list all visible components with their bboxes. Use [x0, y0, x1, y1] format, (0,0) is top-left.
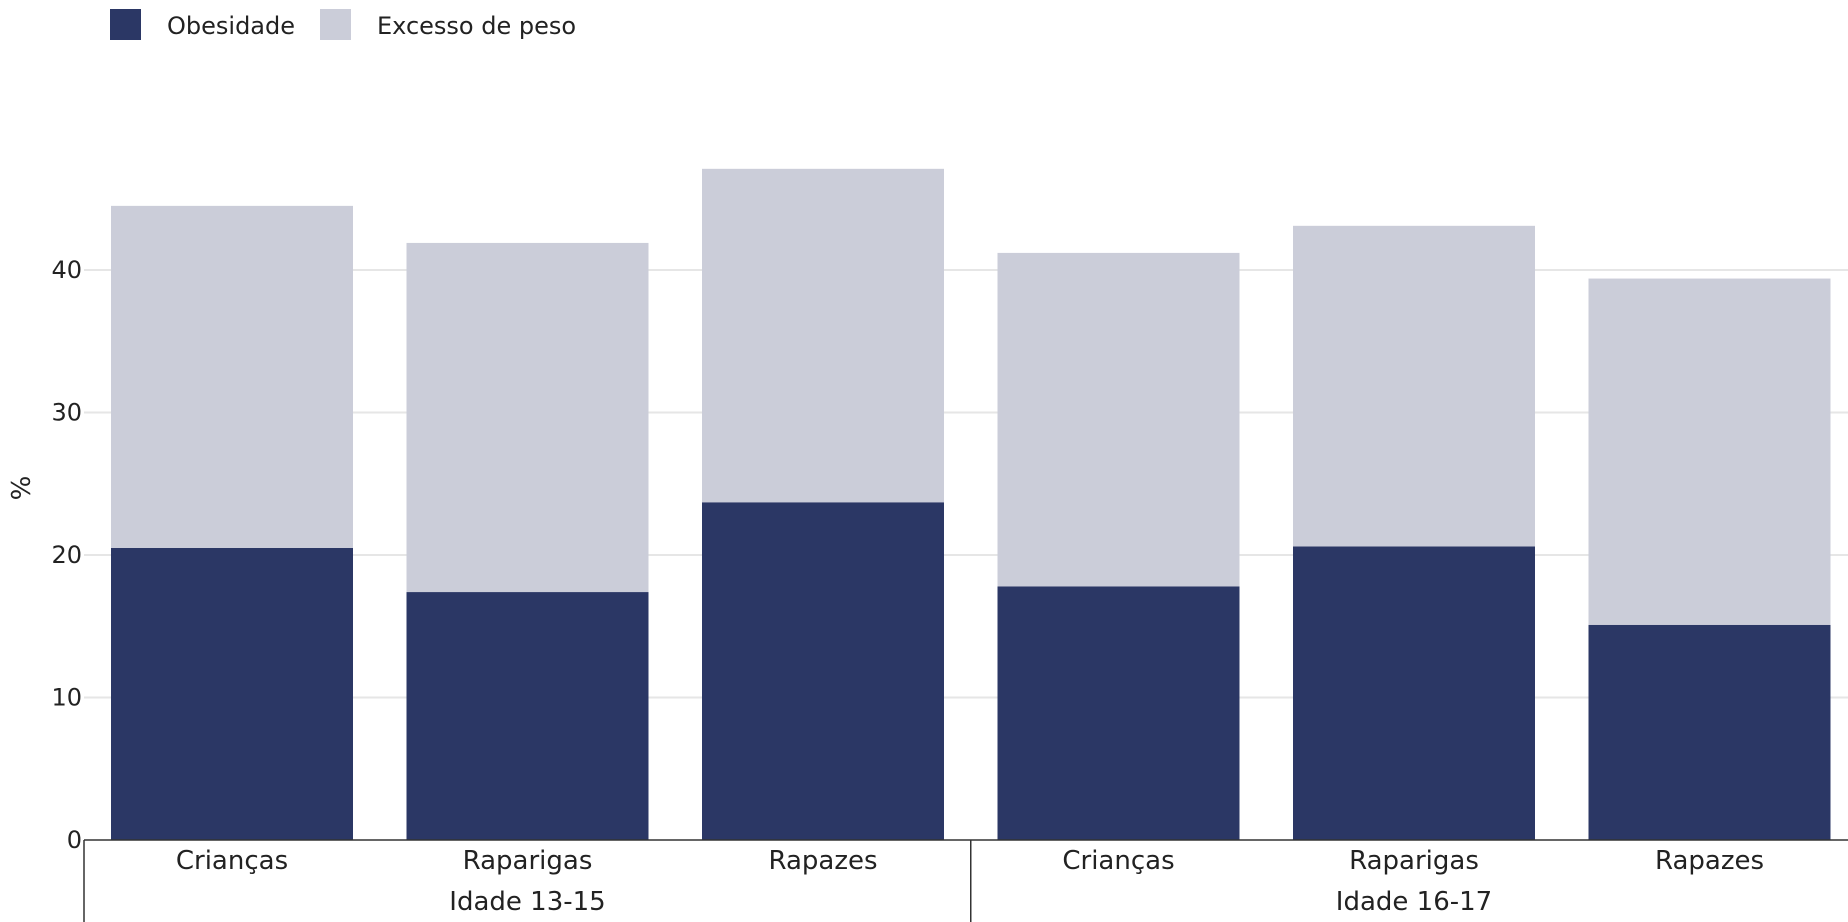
bar-obesidade [1293, 546, 1535, 840]
bar-excesso-de-peso [702, 168, 944, 503]
bar-obesidade [406, 592, 649, 840]
x-category-label: Crianças [1062, 846, 1174, 876]
legend-swatch-excesso-de-peso [320, 9, 351, 40]
x-group-label: Idade 13-15 [449, 887, 605, 917]
bars [111, 168, 1831, 840]
x-category-label: Crianças [176, 846, 288, 876]
bar-obesidade [111, 547, 353, 840]
x-category-label: Rapazes [768, 846, 877, 876]
bar-excesso-de-peso [1588, 278, 1831, 625]
y-tick-label: 10 [51, 684, 82, 712]
y-axis-title: % [7, 476, 37, 501]
y-tick-label: 20 [51, 541, 82, 569]
y-tick-label: 40 [51, 256, 82, 284]
legend-label: Obesidade [167, 12, 295, 40]
bar-excesso-de-peso [406, 242, 649, 593]
x-category-label: Raparigas [1349, 846, 1479, 876]
legend-swatch-obesidade [110, 9, 141, 40]
bar-obesidade [997, 586, 1240, 840]
legend: Obesidade Excesso de peso [110, 9, 576, 40]
legend-label: Excesso de peso [377, 12, 576, 40]
bar-obesidade [702, 502, 944, 840]
bar-excesso-de-peso [111, 205, 353, 548]
y-tick-label: 0 [67, 826, 82, 854]
x-category-label: Raparigas [463, 846, 593, 876]
grid-lines [84, 269, 1848, 699]
y-tick-label: 30 [51, 399, 82, 427]
bar-excesso-de-peso [997, 252, 1240, 587]
bar-excesso-de-peso [1293, 225, 1535, 547]
bar-obesidade [1588, 624, 1831, 840]
x-group-label: Idade 16-17 [1336, 887, 1492, 917]
axes: 0 10 20 30 40% Crianças Raparigas Rapazes Crianç… [7, 256, 1848, 922]
x-category-label: Rapazes [1655, 846, 1764, 876]
